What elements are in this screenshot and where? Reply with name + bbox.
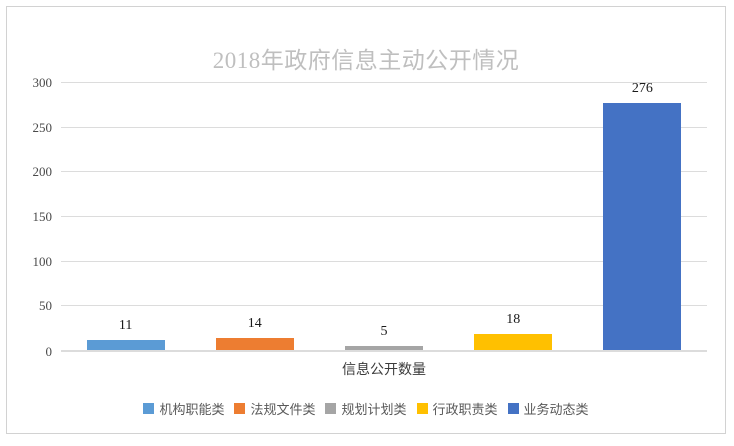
y-axis-tick-label: 150 (32, 209, 53, 224)
legend-swatch-icon (234, 403, 246, 414)
bar-业务动态类[interactable] (603, 103, 682, 350)
chart-title: 2018年政府信息主动公开情况 (212, 48, 520, 73)
y-axis-tick-label: 50 (39, 298, 52, 314)
chart-container: 2018年政府信息主动公开情况 0 50 100 150 200 250 300 11 14 5… (6, 6, 726, 434)
gridline: 100 (33, 254, 707, 269)
y-axis-tick-label: 300 (32, 75, 53, 90)
gridline: 50 (39, 298, 707, 313)
bar-法规文件类[interactable] (215, 337, 294, 350)
legend-swatch-icon (143, 403, 155, 414)
legend-label: 机构职能类 (159, 402, 225, 417)
legend-label: 规划计划类 (341, 402, 407, 417)
legend-swatch-icon (416, 403, 428, 414)
bar-规划计划类[interactable] (345, 345, 423, 350)
chart-legend: 机构职能类 法规文件类 规划计划类 行政职责类 业务动态类 (7, 399, 725, 418)
bar-机构职能类[interactable] (86, 340, 165, 350)
y-axis-tick-label: 100 (32, 253, 53, 269)
legend-label: 行政职责类 (432, 402, 498, 417)
legend-item-法规文件类[interactable]: 法规文件类 (234, 399, 315, 418)
legend-swatch-icon (507, 403, 519, 414)
bar-series-group: 11 14 5 18 276 (61, 81, 707, 350)
bar-group: 11 (86, 82, 165, 350)
y-axis-tick-label: 250 (32, 119, 53, 135)
bar-group: 5 (345, 82, 423, 350)
bar-group: 18 (474, 82, 553, 350)
bar-group: 14 (215, 82, 294, 350)
y-axis-tick-label: 0 (45, 344, 53, 359)
x-axis-category-label: 信息公开数量 (342, 361, 426, 377)
gridline: 300 (33, 75, 707, 90)
legend-item-机构职能类[interactable]: 机构职能类 (143, 399, 224, 418)
legend-swatch-icon (325, 403, 337, 414)
gridline: 150 (33, 209, 707, 224)
legend-label: 业务动态类 (523, 402, 589, 417)
gridline: 0 (46, 344, 707, 359)
bar-value-label: 18 (506, 311, 521, 327)
y-axis-tick-label: 200 (32, 164, 53, 180)
bar-value-label: 11 (118, 318, 133, 334)
legend-item-规划计划类[interactable]: 规划计划类 (325, 399, 407, 418)
bar-行政职责类[interactable] (474, 333, 553, 350)
bar-value-label: 14 (247, 315, 262, 331)
gridline: 200 (33, 164, 707, 179)
plot-area: 0 50 100 150 200 250 300 11 14 5 18 276 (33, 75, 707, 359)
legend-item-行政职责类[interactable]: 行政职责类 (416, 399, 498, 418)
gridline: 250 (33, 120, 707, 135)
bar-value-label: 276 (631, 81, 653, 97)
legend-label: 法规文件类 (250, 402, 316, 417)
legend-item-业务动态类[interactable]: 业务动态类 (507, 399, 589, 418)
bar-group: 276 (603, 81, 682, 350)
bar-value-label: 5 (380, 323, 388, 339)
